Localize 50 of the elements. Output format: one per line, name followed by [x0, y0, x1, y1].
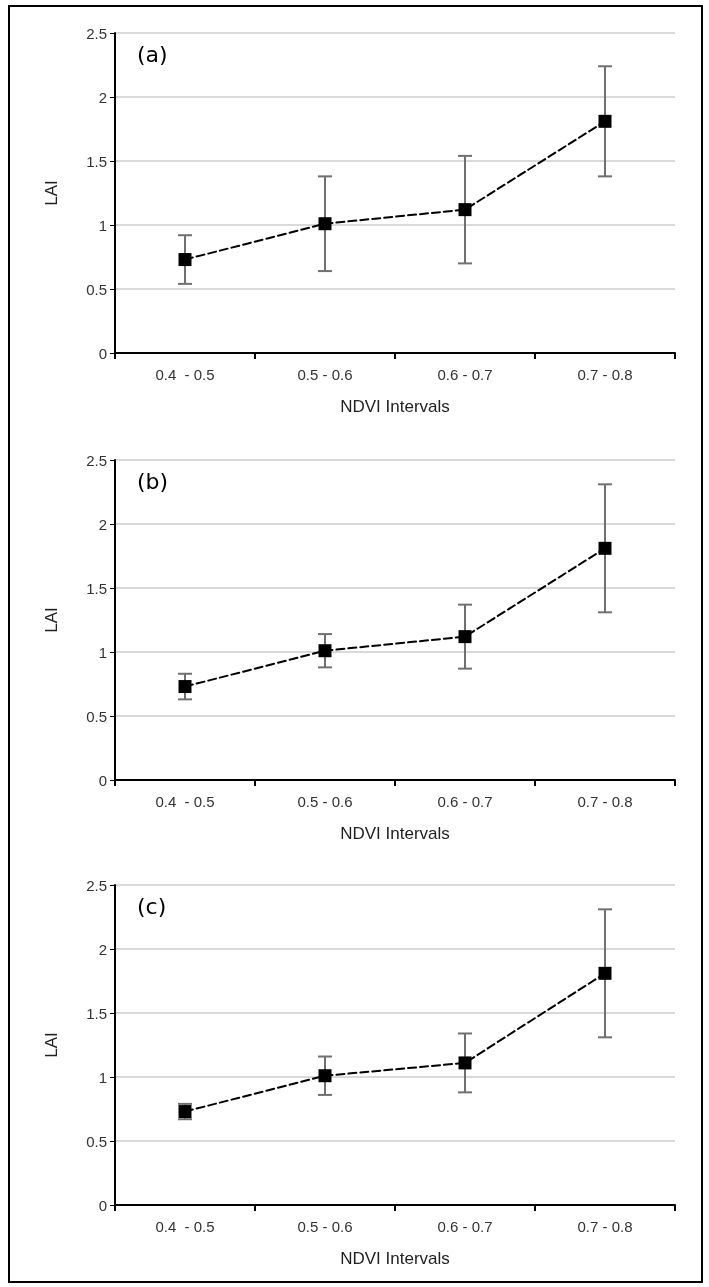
y-tick-label: 2: [98, 88, 107, 106]
y-tick-label: 0.5: [86, 707, 107, 725]
y-axis-title: LAI: [42, 1032, 61, 1058]
point: [318, 644, 332, 658]
y-tick-label: 1: [98, 216, 107, 234]
y-axis-title: LAI: [42, 180, 61, 206]
point: [598, 541, 612, 555]
y-tick-label: 2: [98, 515, 107, 533]
x-tick-label: 0.4 - 0.5: [155, 366, 215, 383]
x-tick-label: 0.5 - 0.6: [297, 366, 353, 383]
point: [318, 1069, 332, 1083]
y-tick-label: 1.5: [86, 152, 107, 170]
x-tick-label: 0.7 - 0.8: [577, 793, 633, 810]
point: [598, 114, 612, 128]
annotation: (b): [137, 468, 169, 494]
point: [178, 680, 192, 694]
annotation: (c): [137, 893, 167, 919]
y-tick-label: 0.5: [86, 280, 107, 298]
x-tick-label: 0.6 - 0.7: [437, 366, 493, 383]
x-tick-label: 0.4 - 0.5: [155, 1218, 215, 1235]
y-tick-label: 0: [98, 1196, 107, 1214]
point: [458, 203, 472, 217]
y-tick-label: 2.5: [86, 451, 107, 469]
x-tick-label: 0.7 - 0.8: [577, 1218, 633, 1235]
x-tick-label: 0.5 - 0.6: [297, 793, 353, 810]
x-tick-label: 0.4 - 0.5: [155, 793, 215, 810]
y-tick-label: 2.5: [86, 876, 107, 894]
y-tick-label: 0: [98, 344, 107, 362]
x-axis-title: NDVI Intervals: [340, 824, 450, 843]
y-tick-label: 1: [98, 1068, 107, 1086]
x-tick-label: 0.5 - 0.6: [297, 1218, 353, 1235]
y-tick-label: 1: [98, 643, 107, 661]
y-tick-label: 1.5: [86, 579, 107, 597]
y-tick-label: 2: [98, 940, 107, 958]
point: [178, 253, 192, 267]
point: [318, 217, 332, 231]
y-tick-label: 0: [98, 771, 107, 789]
x-tick-label: 0.6 - 0.7: [437, 1218, 493, 1235]
y-tick-label: 2.5: [86, 24, 107, 42]
x-tick-label: 0.6 - 0.7: [437, 793, 493, 810]
x-axis-title: NDVI Intervals: [340, 1249, 450, 1268]
y-tick-label: 0.5: [86, 1132, 107, 1150]
point: [598, 966, 612, 980]
annotation: (a): [137, 41, 168, 67]
point: [458, 1056, 472, 1070]
y-axis-title: LAI: [42, 607, 61, 633]
x-tick-label: 0.7 - 0.8: [577, 366, 633, 383]
y-tick-label: 1.5: [86, 1004, 107, 1022]
point: [458, 630, 472, 644]
x-axis-title: NDVI Intervals: [340, 397, 450, 416]
